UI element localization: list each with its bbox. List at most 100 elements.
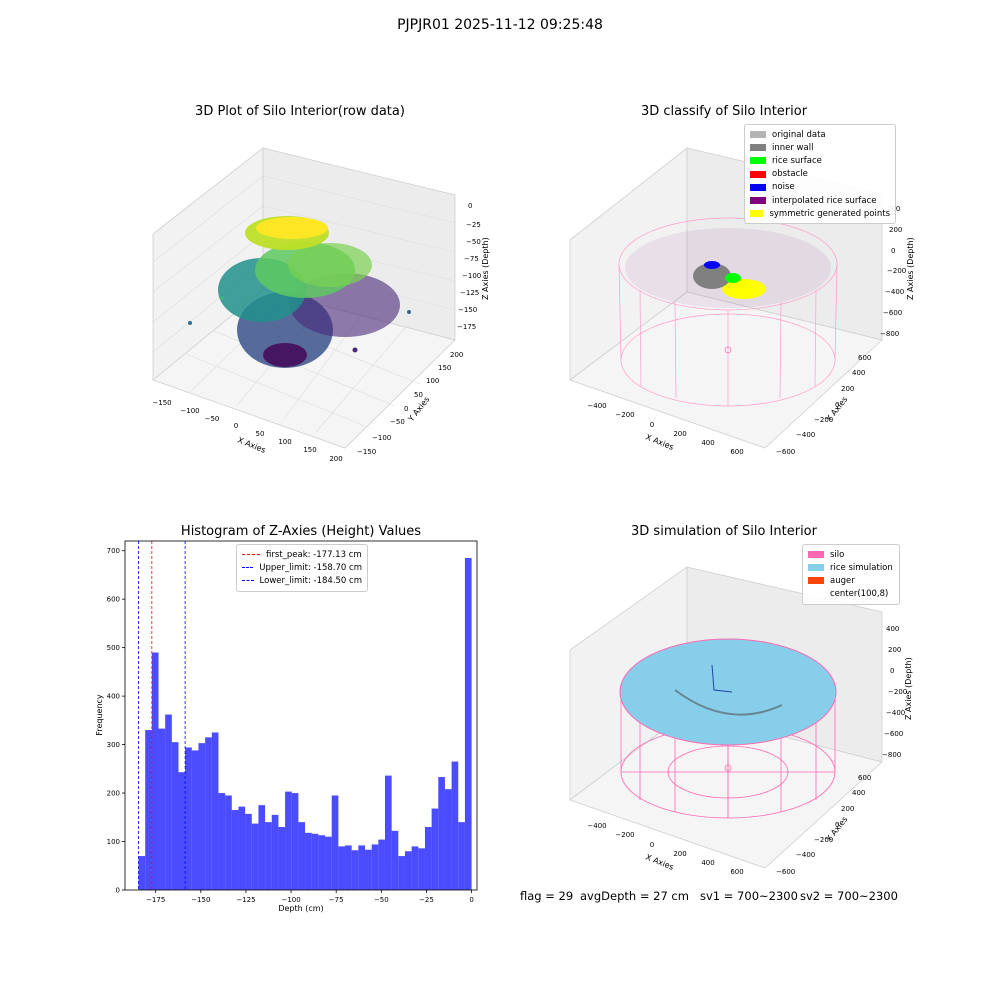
svg-text:0: 0 [650, 421, 654, 429]
status-flag: flag = 29 [520, 889, 574, 903]
y-tick-label: 0 [116, 887, 120, 895]
p1-xtick: 100 [278, 438, 291, 446]
swatch-auger [808, 577, 824, 585]
histogram-bars [138, 557, 472, 890]
line-lower [242, 580, 254, 582]
panel3-legend: first_peak: -177.13 cm Upper_limit: -158… [236, 544, 368, 592]
histogram-bar [318, 835, 326, 890]
histogram-bar [285, 791, 292, 890]
p1-ztick: −125 [460, 289, 479, 297]
legend-item: noise [750, 181, 890, 194]
panel2-classified-points [625, 228, 831, 308]
p1-ytick: 50 [414, 391, 423, 399]
y-tick-label: 500 [107, 644, 120, 652]
x-tick-label: −100 [281, 896, 300, 904]
p1-ylabel: Y Axies [406, 395, 432, 424]
y-tick-label: 700 [107, 547, 120, 555]
p1-ztick: −50 [466, 238, 481, 246]
swatch-silo [808, 551, 824, 559]
histogram-bar [384, 775, 392, 890]
svg-text:−400: −400 [885, 288, 904, 296]
p4-xlabel: X Axies [644, 853, 675, 872]
svg-text:400: 400 [852, 789, 865, 797]
histogram-bar [191, 750, 199, 890]
svg-text:0: 0 [890, 667, 894, 675]
panel4-silo-wireframe [620, 690, 836, 819]
legend-item: original data [750, 128, 890, 141]
legend-item: interpolated rice surface [750, 194, 890, 207]
y-tick-label: 400 [107, 693, 120, 701]
p1-xtick: 0 [234, 422, 238, 430]
histogram-bar [145, 730, 152, 890]
p2-zlabel: Z Axies (Depth) [906, 237, 915, 300]
legend-item: silo [808, 548, 894, 561]
histogram-bar [431, 808, 439, 890]
p1-xtick: −150 [152, 399, 171, 407]
p1-xtick: 150 [303, 446, 316, 454]
histogram-bar [238, 806, 246, 890]
panel1-point-cloud [188, 216, 411, 368]
histogram-bar [464, 557, 472, 890]
figure-title: PJPJR01 2025-11-12 09:25:48 [397, 17, 603, 33]
p2-xlabel: X Axies [644, 433, 675, 452]
svg-text:400: 400 [701, 859, 714, 867]
histogram-bar [171, 742, 179, 890]
panel3-plot: −175 −150 −125 −100 −75 −50 −25 0 0 100 200 300 400… [95, 540, 478, 913]
histogram-bar [331, 795, 339, 890]
p1-ztick: −75 [464, 255, 479, 263]
p1-xtick: 200 [329, 455, 342, 463]
panel4-z-ticks: 400 200 0 −200 −400 −600 −800 Z Axies (D… [882, 625, 913, 759]
svg-text:−800: −800 [880, 330, 899, 338]
histogram-bar [278, 826, 286, 890]
histogram-bar [444, 789, 452, 890]
p1-xtick: −100 [180, 407, 199, 415]
swatch-original [750, 131, 766, 139]
p1-ztick: −25 [466, 221, 481, 229]
histogram-bar [151, 652, 159, 890]
x-tick-label: −50 [374, 896, 389, 904]
swatch-inner-wall [750, 144, 766, 152]
p1-xtick: 50 [256, 430, 265, 438]
legend-item: obstacle [750, 168, 890, 181]
legend-item: first_peak: -177.13 cm [242, 548, 362, 561]
x-tick-label: −125 [236, 896, 255, 904]
legend-item: inner wall [750, 141, 890, 154]
svg-text:−400: −400 [587, 402, 606, 410]
panel4-plot: −400 −200 0 200 400 600 X Axies −600 −40… [569, 566, 913, 876]
svg-text:−800: −800 [882, 751, 901, 759]
svg-text:0: 0 [891, 247, 895, 255]
p1-ytick: 100 [426, 377, 439, 385]
y-tick-label: 600 [107, 596, 120, 604]
p1-ytick: 0 [404, 405, 408, 413]
histogram-bar [305, 832, 312, 890]
p1-ztick: −100 [462, 272, 481, 280]
svg-text:200: 200 [889, 226, 902, 234]
swatch-rice [750, 157, 766, 165]
histogram-bar [271, 814, 279, 890]
status-sv1: sv1 = 700~2300 [700, 889, 798, 903]
swatch-center [808, 590, 824, 598]
histogram-bar [351, 850, 359, 890]
histogram-bar [398, 856, 405, 890]
svg-text:200: 200 [673, 850, 686, 858]
histogram-bar [178, 772, 186, 890]
panel2-z-ticks: 200 200 0 −200 −400 −600 −800 Z Axies (D… [880, 205, 915, 338]
svg-text:400: 400 [886, 625, 899, 633]
histogram-bar [205, 737, 212, 890]
symmetric-points [722, 279, 766, 299]
histogram-bar [311, 833, 319, 890]
histogram-bar [231, 810, 239, 890]
legend-item: Upper_limit: -158.70 cm [242, 561, 362, 574]
histogram-bar [424, 826, 432, 890]
hist-ylabel: Frequency [95, 694, 104, 736]
x-tick-label: −175 [146, 896, 165, 904]
histogram-bar [371, 844, 379, 890]
svg-text:0: 0 [650, 841, 654, 849]
panel3-title: Histogram of Z-Axies (Height) Values [180, 524, 422, 539]
line-upper [242, 567, 254, 569]
legend-item: symmetric generated points [750, 207, 890, 220]
histogram-bar [298, 822, 306, 890]
panel1-title: 3D Plot of Silo Interior(row data) [195, 104, 405, 119]
histogram-bar [418, 848, 425, 890]
histogram-bar [265, 822, 272, 890]
